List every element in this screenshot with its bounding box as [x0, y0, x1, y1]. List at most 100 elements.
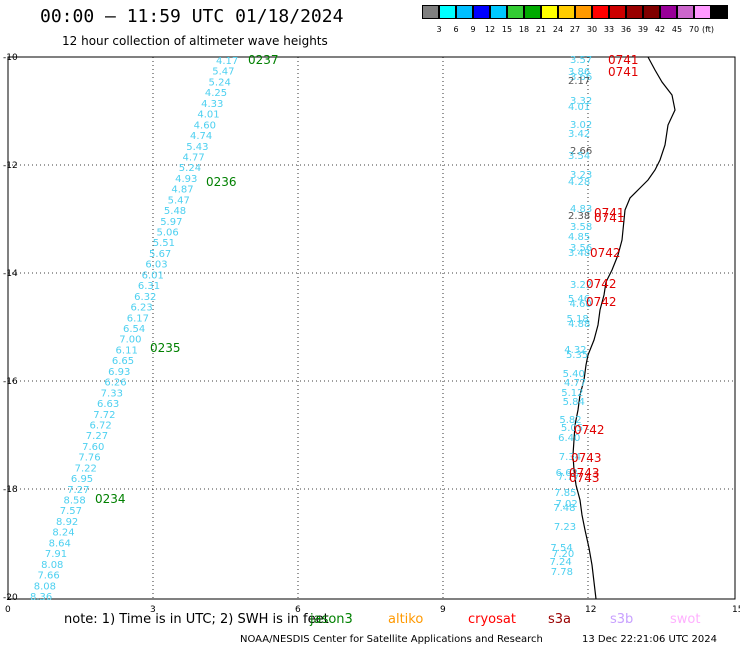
color-swatch [660, 5, 677, 19]
wave-height-label: 5.05 [561, 423, 583, 434]
wave-height-label: 3.56 [570, 243, 592, 254]
color-scale-label: 3 [436, 25, 442, 34]
satellite-legend-item: cryosat [468, 612, 516, 627]
color-swatch [541, 5, 558, 19]
y-axis-label: -14 [3, 269, 18, 279]
footer-credit: NOAA/NESDIS Center for Satellite Applica… [240, 634, 543, 645]
pass-time-label: 0743 [569, 466, 600, 480]
wave-height-label: 7.22 [75, 463, 97, 474]
color-scale-label: 21 [535, 25, 547, 34]
wave-height-label: 2.38 [568, 211, 590, 222]
wave-height-label: 4.01 [568, 102, 590, 113]
coastline [572, 56, 676, 600]
wave-height-label: 6.95 [71, 474, 93, 485]
wave-height-label: 3.32 [570, 96, 592, 107]
wave-height-label: 2.66 [570, 146, 592, 157]
wave-height-label: 7.48 [553, 503, 575, 514]
wave-height-label: 5.40 [563, 369, 585, 380]
wave-height-label: 6.01 [142, 270, 164, 281]
wave-height-label: 7.27 [67, 485, 89, 496]
wave-height-label: 5.43 [186, 142, 208, 153]
wave-height-label: 7.66 [37, 571, 59, 582]
wave-height-label: 6.26 [104, 378, 126, 389]
color-swatch [456, 5, 473, 19]
y-axis-label: -10 [3, 53, 18, 63]
wave-height-label: 5.47 [168, 195, 190, 206]
wave-height-label: 6.17 [127, 313, 149, 324]
color-swatch [677, 5, 694, 19]
color-swatch [609, 5, 626, 19]
satellite-legend-item: altiko [388, 612, 424, 627]
wave-height-label: 4.32 [564, 345, 586, 356]
x-axis-label: 12 [585, 605, 596, 615]
wave-height-label: 4.88 [568, 319, 590, 330]
wave-height-label: 6.93 [108, 367, 130, 378]
wave-height-label: 7.33 [101, 388, 123, 399]
wave-height-label: 8.92 [56, 517, 78, 528]
map-title: 00:00 – 11:59 UTC 01/18/2024 [40, 6, 344, 27]
color-swatch [643, 5, 660, 19]
color-scale-label: 45 [671, 25, 683, 34]
x-axis-label: 9 [440, 605, 446, 615]
color-swatch [575, 5, 592, 19]
wave-height-label: 7.57 [60, 506, 82, 517]
wave-height-label: 5.82 [559, 415, 581, 426]
wave-height-label: 6.65 [112, 356, 134, 367]
wave-height-label: 5.06 [156, 228, 178, 239]
satellite-legend-item: swot [670, 612, 701, 627]
track-labels-west: 4.175.475.244.254.334.014.604.745.434.77… [30, 53, 279, 603]
wave-height-label: 6.32 [134, 292, 156, 303]
x-axis-label: 0 [5, 605, 11, 615]
wave-height-label: 6.72 [90, 420, 112, 431]
color-swatch [558, 5, 575, 19]
wave-height-label: 6.03 [145, 260, 167, 271]
pass-time-label: 0741 [608, 65, 639, 79]
color-swatch [592, 5, 609, 19]
lat-lon-grid [8, 57, 735, 599]
wave-height-label: 8.36 [30, 592, 52, 603]
wave-height-label: 4.01 [197, 110, 219, 121]
wave-height-label: 7.76 [78, 453, 100, 464]
wave-height-label: 4.87 [171, 185, 193, 196]
wave-height-label: 7.78 [551, 567, 573, 578]
wave-height-label: 7.85 [554, 488, 576, 499]
wave-height-label: 4.60 [570, 299, 592, 310]
x-axis-label: 15 [732, 605, 740, 615]
wave-height-label: 5.48 [164, 206, 186, 217]
wave-height-label: 5.84 [563, 397, 585, 408]
wave-height-label: 5.24 [209, 77, 231, 88]
pass-time-label: 0741 [608, 53, 639, 67]
wave-height-label: 4.17 [216, 56, 238, 67]
x-axis-label: 3 [150, 605, 156, 615]
wave-height-label: 5.47 [212, 67, 234, 78]
y-axis-label: -20 [3, 593, 18, 603]
map-frame [7, 56, 736, 600]
color-scale-label: 24 [552, 25, 564, 34]
wave-height-label: 4.77 [564, 378, 586, 389]
wave-height-label: 3.42 [568, 129, 590, 140]
wave-height-label: 7.77 [557, 472, 579, 483]
color-swatch [694, 5, 711, 19]
pass-time-label: 0743 [569, 471, 600, 485]
color-scale-label: 15 [501, 25, 513, 34]
wave-height-label: 6.63 [97, 399, 119, 410]
y-axis-label: -16 [3, 377, 18, 387]
wave-height-label: 7.02 [556, 499, 578, 510]
wave-height-label: 8.58 [63, 496, 85, 507]
wave-height-label: 8.08 [41, 560, 63, 571]
wave-height-label: 7.54 [550, 543, 572, 554]
wave-height-label: 2.17 [568, 76, 590, 87]
wave-height-label: 3.66 [570, 72, 592, 83]
wave-height-label: 7.60 [82, 442, 104, 453]
pass-time-label: 0742 [586, 277, 617, 291]
wave-height-label: 3.02 [570, 120, 592, 131]
color-swatch [524, 5, 541, 19]
wave-height-label: 5.18 [566, 314, 588, 325]
wave-height-label: 6.40 [558, 433, 580, 444]
wave-height-label: 3.54 [568, 151, 590, 162]
wave-height-label: 3.57 [570, 55, 592, 66]
color-swatch [473, 5, 490, 19]
color-scale-label: 12 [484, 25, 496, 34]
wave-height-label: 4.74 [190, 131, 212, 142]
color-swatch [490, 5, 507, 19]
